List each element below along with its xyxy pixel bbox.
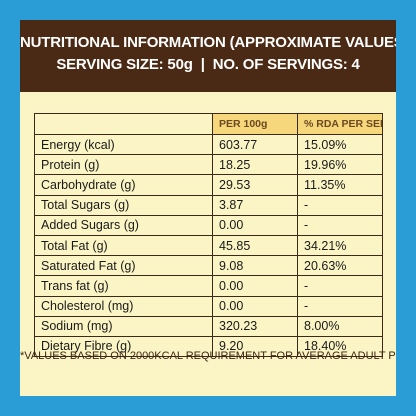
nutrition-title: NUTRITIONAL INFORMATION (APPROXIMATE VAL… — [20, 34, 396, 51]
per-100g-value: 45.85 — [212, 234, 298, 257]
nutrient-name: Protein (g) — [34, 154, 213, 176]
rda-value: - — [297, 275, 383, 297]
table-row: Dietary Fibre (g) 9.20 18.40% — [34, 335, 383, 358]
table-row: Protein (g) 18.25 19.96% — [34, 154, 383, 176]
nutrient-name: Total Sugars (g) — [34, 194, 213, 216]
table-row: Trans fat (g) 0.00- — [34, 275, 383, 297]
nutrient-name: Sodium (mg) — [34, 315, 213, 337]
per-100g-value: 603.77 — [212, 133, 298, 156]
nutrient-name: Dietary Fibre (g) — [34, 335, 213, 358]
per-100g-value: 18.25 — [212, 154, 298, 176]
column-header-per-100g: PER 100g — [212, 113, 298, 135]
table-row: Carbohydrate (g) 29.53 11.35% — [34, 174, 383, 196]
column-header-rda: % RDA PER SERVE — [297, 113, 383, 135]
table-body: Energy (kcal) 603.77 15.09% Protein (g) 18.2… — [34, 133, 383, 358]
table-row: Total Fat (g) 45.85 34.21% — [34, 234, 383, 257]
per-100g-value: 29.53 — [212, 174, 298, 196]
serving-separator: | — [200, 56, 205, 73]
per-100g-value: 0.00 — [212, 214, 298, 236]
serving-size: SERVING SIZE: 50g — [56, 56, 193, 73]
nutrient-name: Trans fat (g) — [34, 275, 213, 297]
rda-value: 19.96% — [297, 154, 383, 176]
nutrient-name: Total Fat (g) — [34, 234, 213, 257]
rda-value: 18.40% — [297, 335, 383, 358]
table-row: Energy (kcal) 603.77 15.09% — [34, 133, 383, 156]
rda-value: 20.63% — [297, 255, 383, 277]
nutrient-name: Cholesterol (mg) — [34, 295, 213, 317]
rda-value: 15.09% — [297, 133, 383, 156]
nutrient-name: Saturated Fat (g) — [34, 255, 213, 277]
rda-value: - — [297, 194, 383, 216]
rda-value: 34.21% — [297, 234, 383, 257]
serving-info: SERVING SIZE: 50g | NO. OF SERVINGS: 4 — [20, 56, 396, 73]
table-header-row: PER 100g % RDA PER SERVE — [34, 113, 383, 135]
header-blank-cell — [34, 113, 213, 135]
servings-count: NO. OF SERVINGS: 4 — [212, 56, 360, 73]
table-row: Sodium (mg) 320.23 8.00% — [34, 315, 383, 337]
rda-value: 11.35% — [297, 174, 383, 196]
nutrition-header: NUTRITIONAL INFORMATION (APPROXIMATE VAL… — [20, 20, 396, 92]
nutrition-table: PER 100g % RDA PER SERVE Energy (kcal)60… — [34, 113, 383, 358]
table-row: Added Sugars (g) 0.00- — [34, 214, 383, 236]
per-100g-value: 9.08 — [212, 255, 298, 277]
table-row: Cholesterol (mg) 0.00- — [34, 295, 383, 317]
per-100g-value: 320.23 — [212, 315, 298, 337]
table-row: Total Sugars (g) 3.87- — [34, 194, 383, 216]
per-100g-value: 3.87 — [212, 194, 298, 216]
nutrient-name: Added Sugars (g) — [34, 214, 213, 236]
table-row: Saturated Fat (g) 9.08 20.63% — [34, 255, 383, 277]
per-100g-value: 0.00 — [212, 275, 298, 297]
nutrient-name: Energy (kcal) — [34, 133, 213, 156]
rda-value: - — [297, 214, 383, 236]
nutrient-name: Carbohydrate (g) — [34, 174, 213, 196]
per-100g-value: 0.00 — [212, 295, 298, 317]
rda-value: 8.00% — [297, 315, 383, 337]
nutrition-card: NUTRITIONAL INFORMATION (APPROXIMATE VAL… — [20, 20, 396, 396]
footnote: *VALUES BASED ON 2000KCAL REQUIREMENT FO… — [20, 350, 396, 362]
rda-value: - — [297, 295, 383, 317]
